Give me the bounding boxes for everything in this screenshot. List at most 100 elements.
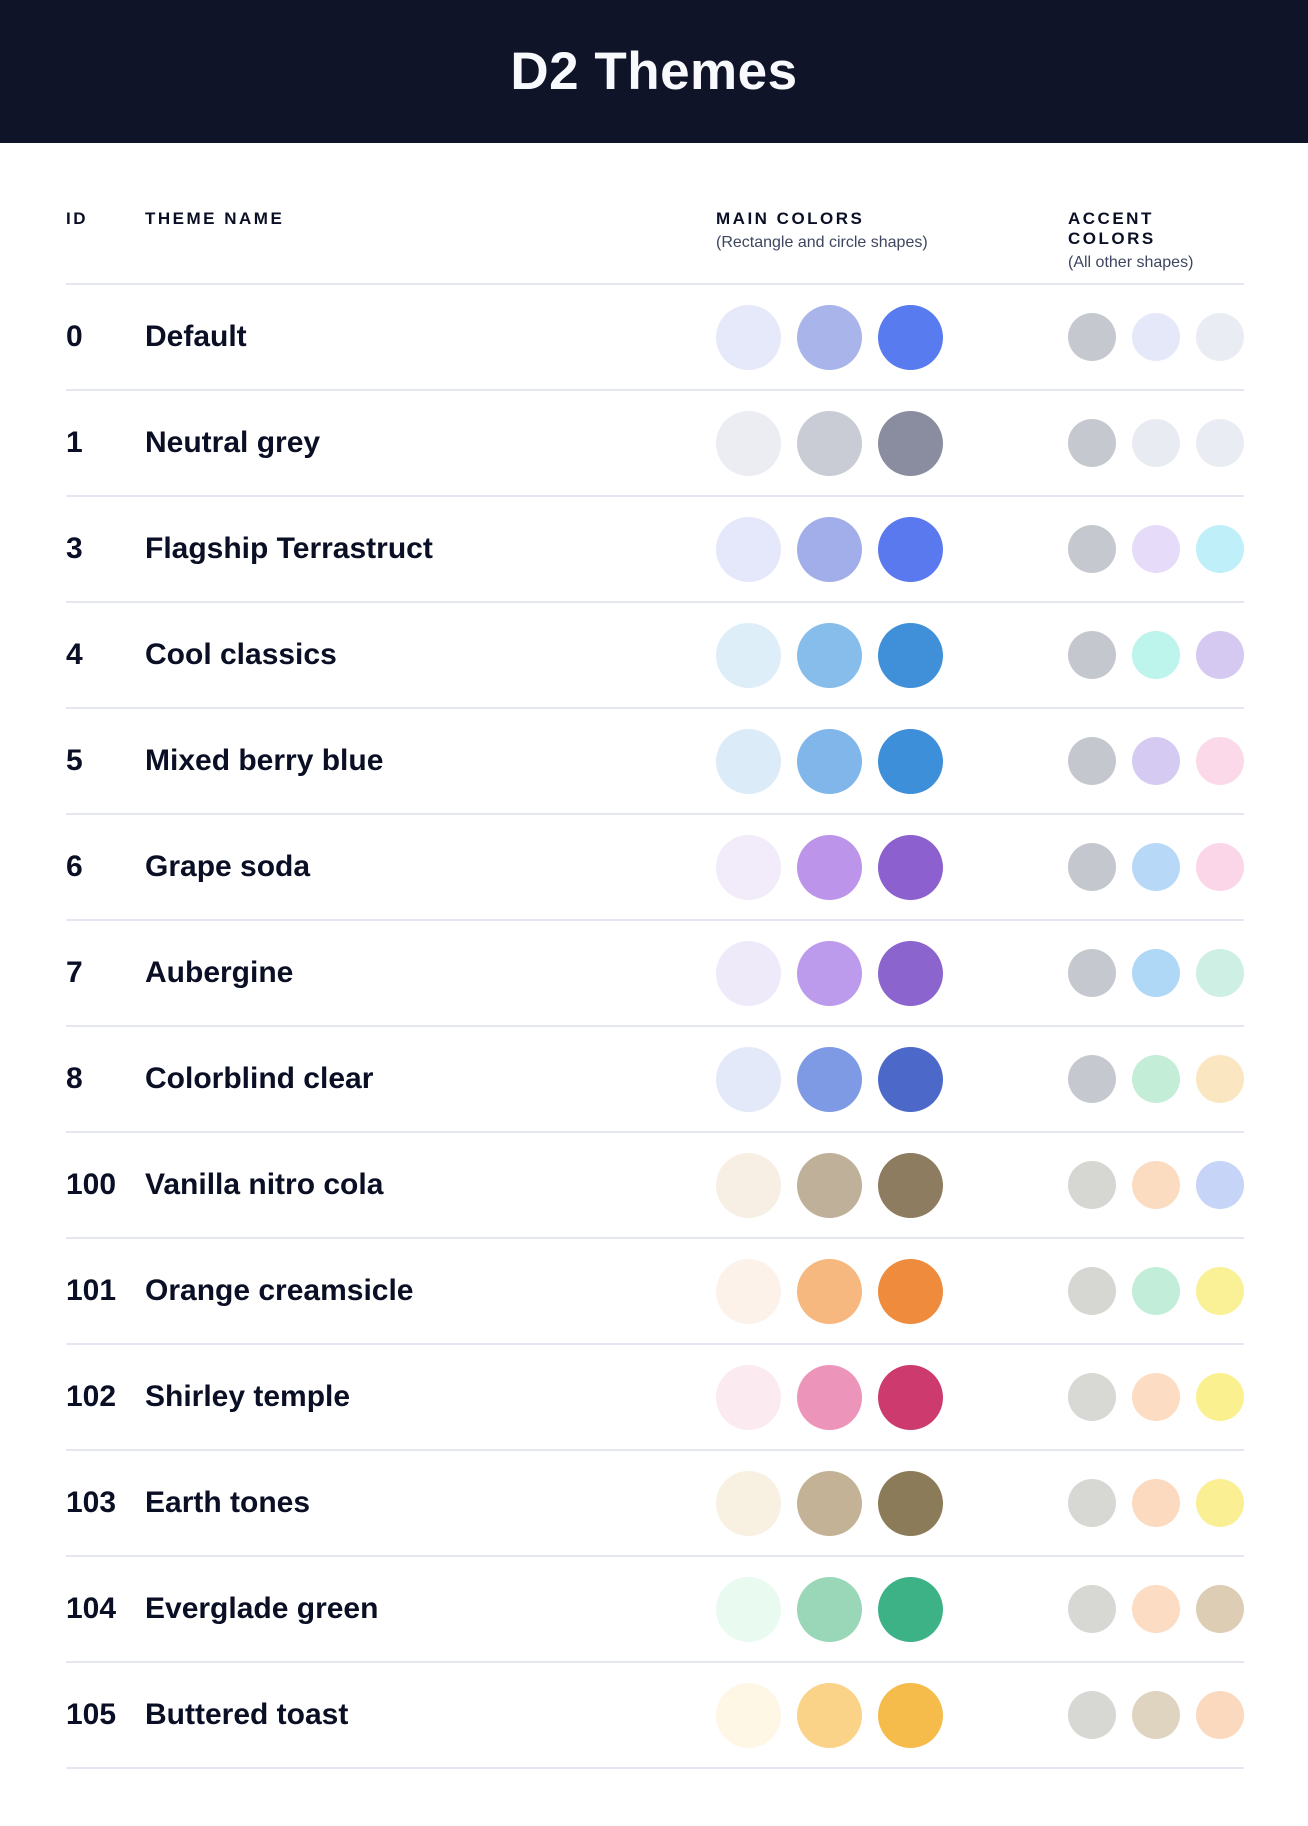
- theme-id: 103: [66, 1486, 117, 1519]
- column-header-accent-colors: ACCENT COLORS (All other shapes): [1068, 209, 1244, 272]
- theme-id: 6: [66, 850, 83, 883]
- main-color-swatch: [716, 1046, 781, 1112]
- main-color-swatch: [797, 1682, 862, 1748]
- main-color-swatch: [878, 1576, 943, 1642]
- accent-color-swatch: [1132, 525, 1180, 573]
- accent-color-swatch: [1068, 313, 1116, 361]
- accent-color-swatch: [1068, 1373, 1116, 1421]
- theme-row-7: 7 Aubergine: [66, 921, 1244, 1027]
- theme-id: 105: [66, 1698, 117, 1731]
- column-header-id-label: ID: [66, 209, 88, 228]
- accent-color-swatch: [1196, 1055, 1244, 1103]
- column-header-accent-colors-subtitle: (All other shapes): [1068, 254, 1194, 271]
- accent-color-swatch: [1132, 843, 1180, 891]
- accent-color-swatch: [1196, 1161, 1244, 1209]
- accent-color-swatch: [1132, 737, 1180, 785]
- accent-color-swatch: [1068, 1161, 1116, 1209]
- main-color-swatch: [797, 304, 862, 370]
- main-color-swatch: [878, 1470, 943, 1536]
- accent-color-swatches: [1068, 313, 1244, 361]
- theme-name: Aubergine: [145, 956, 294, 989]
- accent-color-swatch: [1196, 525, 1244, 573]
- accent-color-swatch: [1196, 737, 1244, 785]
- accent-color-swatch: [1132, 631, 1180, 679]
- column-header-theme-name-label: THEME NAME: [145, 209, 285, 228]
- main-color-swatch: [797, 834, 862, 900]
- main-color-swatch: [878, 622, 943, 688]
- main-color-swatches: [716, 410, 1068, 476]
- accent-color-swatch: [1068, 949, 1116, 997]
- accent-color-swatch: [1196, 843, 1244, 891]
- main-color-swatch: [878, 1682, 943, 1748]
- accent-color-swatch: [1132, 1479, 1180, 1527]
- theme-name: Mixed berry blue: [145, 744, 384, 777]
- main-color-swatches: [716, 940, 1068, 1006]
- main-color-swatch: [797, 516, 862, 582]
- theme-row-100: 100 Vanilla nitro cola: [66, 1133, 1244, 1239]
- accent-color-swatches: [1068, 949, 1244, 997]
- theme-row-6: 6 Grape soda: [66, 815, 1244, 921]
- theme-name: Colorblind clear: [145, 1062, 374, 1095]
- theme-row-3: 3 Flagship Terrastruct: [66, 497, 1244, 603]
- main-color-swatches: [716, 622, 1068, 688]
- main-color-swatch: [797, 1258, 862, 1324]
- main-color-swatch: [716, 1470, 781, 1536]
- accent-color-swatch: [1132, 1373, 1180, 1421]
- theme-id: 100: [66, 1168, 117, 1201]
- main-color-swatch: [716, 728, 781, 794]
- accent-color-swatches: [1068, 1373, 1244, 1421]
- main-color-swatch: [797, 410, 862, 476]
- main-color-swatches: [716, 1470, 1068, 1536]
- main-color-swatches: [716, 834, 1068, 900]
- main-color-swatch: [878, 1046, 943, 1112]
- accent-color-swatches: [1068, 1055, 1244, 1103]
- theme-id: 5: [66, 744, 83, 777]
- theme-name: Shirley temple: [145, 1380, 351, 1413]
- main-color-swatch: [716, 940, 781, 1006]
- themes-table: ID THEME NAME MAIN COLORS (Rectangle and…: [66, 143, 1244, 1769]
- theme-name: Everglade green: [145, 1592, 379, 1625]
- table-header-row: ID THEME NAME MAIN COLORS (Rectangle and…: [66, 143, 1244, 285]
- accent-color-swatch: [1196, 631, 1244, 679]
- theme-name: Cool classics: [145, 638, 337, 671]
- column-header-theme-name: THEME NAME: [145, 209, 716, 229]
- main-color-swatches: [716, 304, 1068, 370]
- accent-color-swatch: [1132, 1161, 1180, 1209]
- main-color-swatch: [716, 1258, 781, 1324]
- main-color-swatch: [797, 728, 862, 794]
- theme-row-105: 105 Buttered toast: [66, 1663, 1244, 1769]
- theme-id: 3: [66, 532, 83, 565]
- main-color-swatch: [878, 1258, 943, 1324]
- theme-name: Flagship Terrastruct: [145, 532, 433, 565]
- main-color-swatch: [716, 1364, 781, 1430]
- accent-color-swatches: [1068, 737, 1244, 785]
- main-color-swatch: [878, 1152, 943, 1218]
- accent-color-swatches: [1068, 419, 1244, 467]
- theme-row-104: 104 Everglade green: [66, 1557, 1244, 1663]
- theme-row-102: 102 Shirley temple: [66, 1345, 1244, 1451]
- column-header-id: ID: [66, 209, 145, 229]
- main-color-swatch: [797, 1046, 862, 1112]
- accent-color-swatch: [1132, 1691, 1180, 1739]
- main-color-swatch: [878, 1364, 943, 1430]
- accent-color-swatches: [1068, 1585, 1244, 1633]
- accent-color-swatch: [1196, 949, 1244, 997]
- accent-color-swatch: [1196, 1267, 1244, 1315]
- accent-color-swatch: [1068, 631, 1116, 679]
- main-color-swatches: [716, 1364, 1068, 1430]
- theme-row-103: 103 Earth tones: [66, 1451, 1244, 1557]
- column-header-main-colors-label: MAIN COLORS: [716, 209, 865, 228]
- accent-color-swatch: [1068, 419, 1116, 467]
- page-title: D2 Themes: [510, 42, 798, 101]
- accent-color-swatch: [1196, 1691, 1244, 1739]
- main-color-swatch: [716, 410, 781, 476]
- column-header-main-colors: MAIN COLORS (Rectangle and circle shapes…: [716, 209, 1068, 252]
- main-color-swatch: [716, 1152, 781, 1218]
- accent-color-swatches: [1068, 1691, 1244, 1739]
- main-color-swatch: [716, 834, 781, 900]
- theme-row-1: 1 Neutral grey: [66, 391, 1244, 497]
- theme-name: Default: [145, 320, 247, 353]
- theme-row-4: 4 Cool classics: [66, 603, 1244, 709]
- theme-id: 7: [66, 956, 83, 989]
- main-color-swatch: [878, 516, 943, 582]
